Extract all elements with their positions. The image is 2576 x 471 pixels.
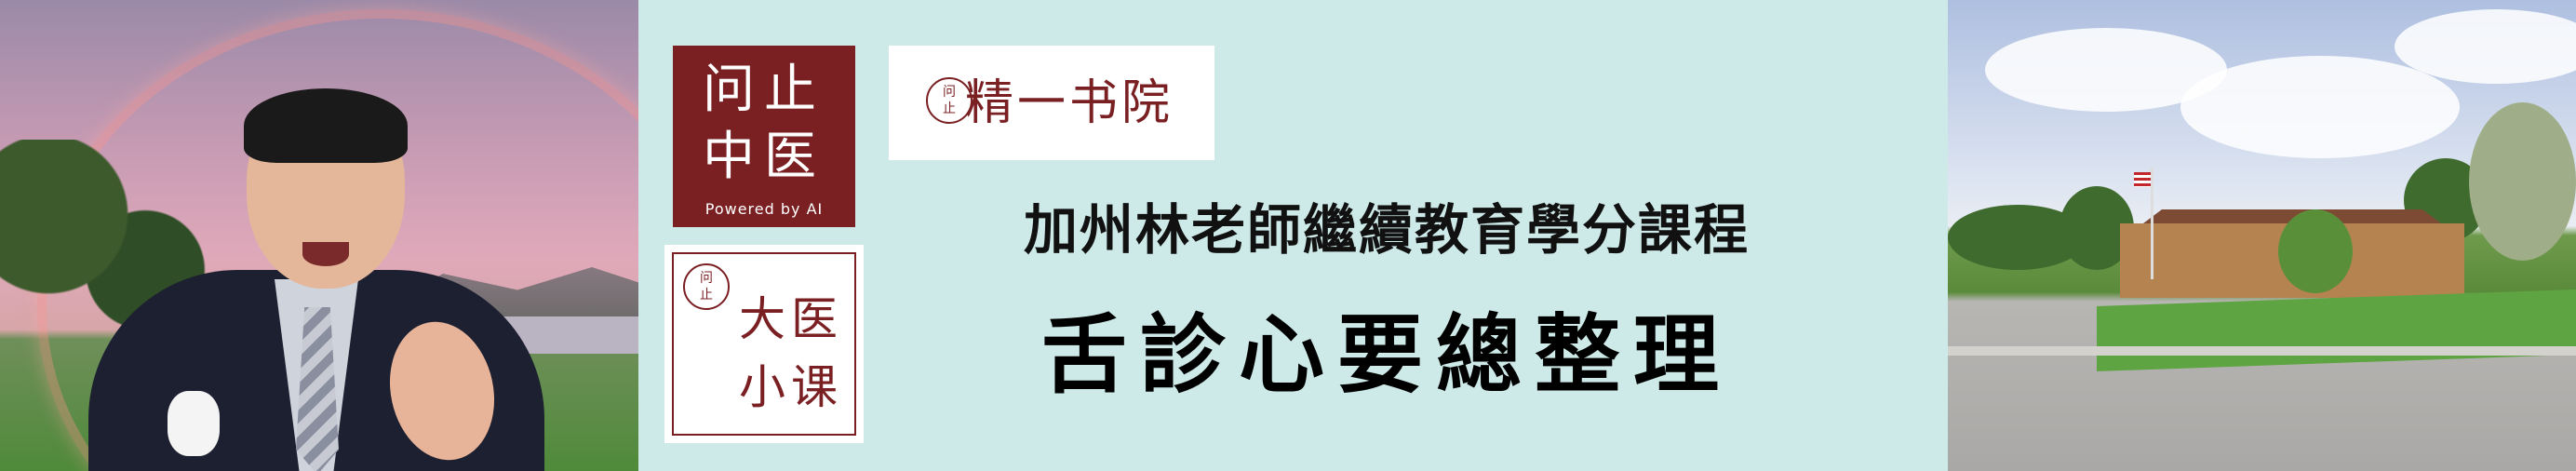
instructor-hair (244, 88, 408, 163)
jingyi-shuyuan-logo: 问 止 精一书院 (889, 46, 1214, 160)
wenzhi-seal-icon: 问 止 (683, 263, 730, 310)
seal-char-bottom: 止 (685, 289, 728, 302)
course-subtitle: 加州林老師繼續教育學分課程 (931, 203, 1843, 257)
sidewalk (1948, 346, 2576, 356)
dayi-xiaoke-logo: 问 止 大医 小课 (664, 245, 864, 443)
logo-zhongyi-line2: 中医 (673, 131, 855, 183)
logo-powered-by: Powered by AI (673, 200, 855, 218)
clinic-photo (1948, 0, 2576, 471)
lawn (2097, 289, 2576, 371)
flagpole (2151, 168, 2153, 279)
seal-char-top: 问 (685, 272, 728, 285)
flag-icon (2134, 172, 2151, 187)
shrub (2278, 209, 2353, 293)
wenzhi-zhongyi-logo: 问止 中医 Powered by AI (673, 46, 855, 227)
tree (2469, 102, 2576, 261)
logo-xiaoke-line1: 大医 (739, 296, 843, 343)
logo-zhongyi-line1: 问止 (673, 64, 855, 116)
instructor-mouth (302, 242, 349, 266)
logo-xiaoke-line2: 小课 (739, 364, 843, 410)
white-glove (168, 391, 220, 456)
logo-shuyuan-name: 精一书院 (965, 79, 1174, 128)
instructor-photo (0, 0, 638, 471)
course-title: 舌診心要總整理 (931, 312, 1843, 397)
cloud (2180, 56, 2460, 158)
